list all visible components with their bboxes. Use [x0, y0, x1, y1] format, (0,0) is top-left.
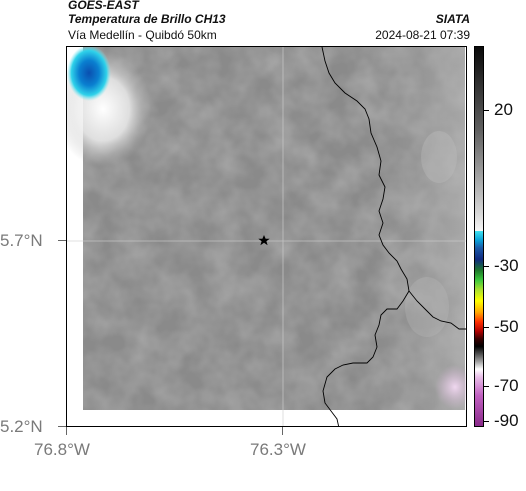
x-tick-label: 76.8°W	[34, 440, 90, 459]
x-tick-mark	[66, 427, 67, 435]
colorbar-tick-label: -30	[494, 256, 519, 275]
colorbar-tick	[484, 110, 489, 111]
colorbar-tick	[484, 266, 489, 267]
timestamp: 2024-08-21 07:39	[375, 28, 470, 42]
grid-lines	[67, 47, 466, 426]
satellite-map[interactable]	[66, 46, 467, 427]
map-canvas	[67, 47, 466, 426]
product-title: Temperatura de Brillo CH13	[68, 12, 226, 26]
department-border-branch	[408, 290, 466, 330]
colorbar-tick	[484, 386, 489, 387]
x-tick-mark	[282, 427, 283, 435]
colorbar-tick-label: -70	[494, 376, 519, 395]
y-tick-mark	[58, 426, 66, 427]
colorbar	[474, 46, 484, 427]
image-field	[67, 47, 466, 410]
colorbar-tick-label: -90	[494, 411, 519, 430]
satellite-title: GOES-EAST	[68, 0, 139, 12]
star-icon[interactable]	[258, 235, 270, 246]
y-tick-mark	[58, 240, 66, 241]
colorbar-tick-label: -50	[494, 317, 519, 336]
colorbar-tick	[484, 421, 489, 422]
y-tick-label: 5.7°N	[0, 231, 43, 250]
colorbar-tick	[484, 327, 489, 328]
region-subtitle: Vía Medellín - Quibdó 50km	[68, 28, 217, 42]
colorbar-tick-label: 20	[494, 100, 513, 119]
department-border	[321, 47, 410, 426]
y-tick-label: 5.2°N	[0, 417, 43, 436]
agency-label: SIATA	[435, 12, 470, 26]
x-tick-label: 76.3°W	[250, 440, 306, 459]
